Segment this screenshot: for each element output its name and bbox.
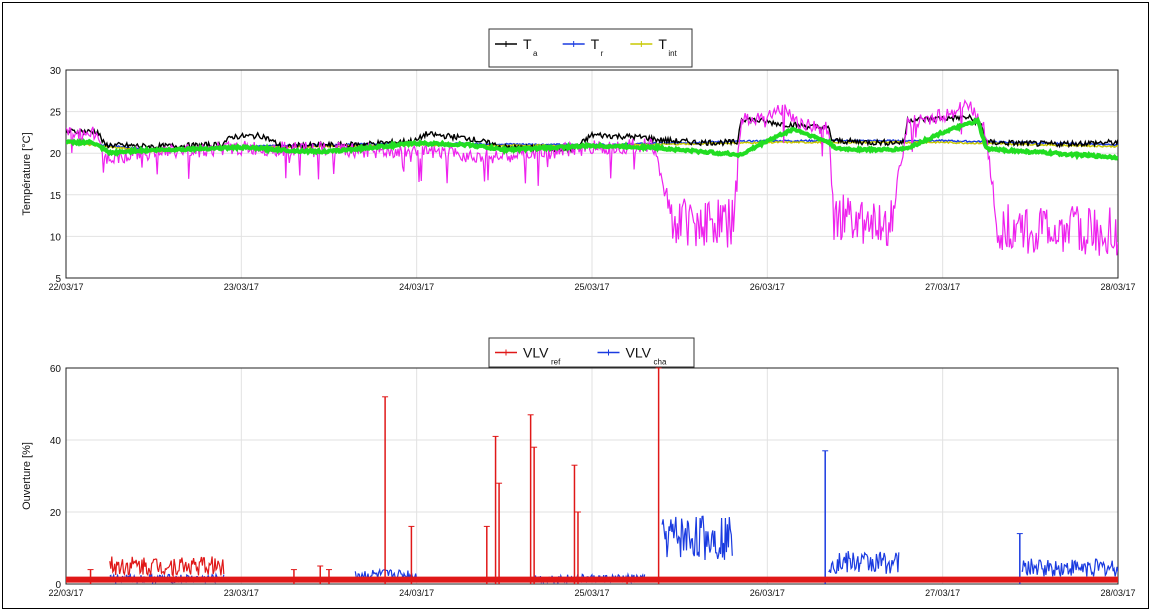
series-segment: [828, 551, 900, 574]
series-segment: [661, 515, 733, 561]
series-line: [66, 113, 1118, 154]
y-tick-label: 10: [50, 232, 62, 243]
y-axis-label: Température [°C]: [21, 132, 33, 215]
legend-subscript: int: [668, 49, 677, 58]
y-tick-label: 5: [55, 274, 61, 285]
legend-subscript: r: [601, 49, 604, 58]
legend-label: T: [658, 36, 667, 52]
plot-border: [65, 367, 1119, 585]
y-tick-label: 25: [50, 108, 62, 119]
x-tick-label: 23/03/17: [224, 588, 259, 598]
x-tick-label: 25/03/17: [574, 588, 609, 598]
chart-1: 5 10 15 20 25 30 22/03/17 23/03/17 24/03/17 25/03…: [21, 66, 1136, 292]
y-tick-label: 60: [50, 364, 62, 375]
y-tick-label: 20: [50, 508, 62, 519]
series-line: [66, 116, 1118, 161]
x-tick-label: 23/03/17: [224, 282, 259, 292]
series-line: [66, 99, 1118, 256]
legend-subscript: ref: [551, 358, 561, 367]
x-tick-label: 25/03/17: [574, 282, 609, 292]
y-tick-label: 30: [50, 66, 62, 77]
x-tick-label: 27/03/17: [925, 282, 960, 292]
x-tick-label: 27/03/17: [925, 588, 960, 598]
y-axis-label: Ouverture [%]: [21, 442, 33, 510]
y-tick-label: 15: [50, 191, 62, 202]
legend-label: T: [523, 36, 532, 52]
x-tick-label: 24/03/17: [399, 282, 434, 292]
x-tick-label: 28/03/17: [1100, 282, 1135, 292]
x-tick-label: 22/03/17: [48, 282, 83, 292]
legend-label: T: [591, 36, 600, 52]
series-segment: [109, 556, 225, 578]
legend-subscript: a: [533, 49, 538, 58]
plot-border: [65, 69, 1119, 279]
legend-label: VLV: [523, 345, 549, 361]
legend-label: VLV: [626, 345, 652, 361]
x-tick-label: 28/03/17: [1100, 588, 1135, 598]
legend-box: [488, 337, 695, 368]
y-tick-label: 40: [50, 436, 62, 447]
x-tick-label: 26/03/17: [750, 588, 785, 598]
x-tick-label: 22/03/17: [48, 588, 83, 598]
legend-subscript: cha: [654, 358, 667, 367]
x-tick-label: 24/03/17: [399, 588, 434, 598]
x-tick-label: 26/03/17: [750, 282, 785, 292]
y-tick-label: 20: [50, 149, 62, 160]
chart-2: 0 20 40 60 22/03/17 23/03/17 24/03/17 25/03/17 2…: [21, 364, 1136, 598]
series-segment: [1021, 558, 1118, 578]
legend-box: [488, 28, 693, 68]
y-tick-label: 0: [55, 580, 61, 591]
